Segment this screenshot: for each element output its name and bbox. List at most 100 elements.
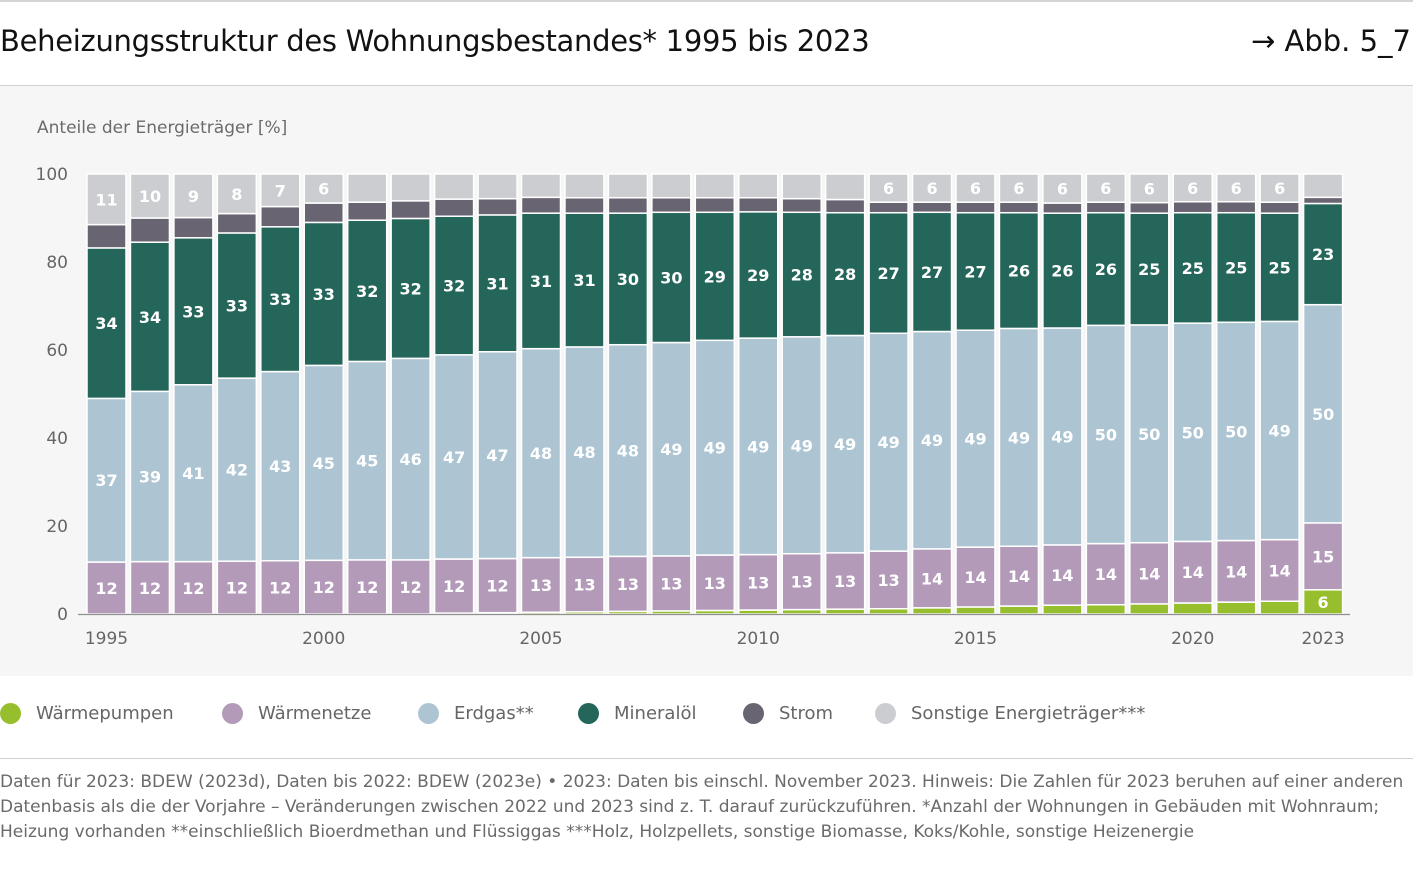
bar-segment	[129, 173, 171, 219]
legend-item: Erdgas**	[418, 703, 534, 724]
x-tick-label: 2020	[1171, 629, 1214, 649]
data-label: 49	[834, 435, 856, 454]
bar-segment	[1042, 173, 1083, 204]
bar-segment	[390, 173, 431, 202]
bar-segment	[1042, 544, 1083, 606]
legend-label: Erdgas**	[454, 703, 534, 724]
data-label: 48	[573, 443, 595, 462]
data-label: 13	[877, 571, 899, 590]
legend-item: Sonstige Energieträger***	[875, 703, 1145, 724]
bar-segment	[1215, 200, 1257, 214]
bar-segment	[1129, 603, 1170, 615]
data-label: 13	[834, 572, 856, 591]
bar-segment	[1302, 202, 1344, 306]
bar-segment	[1172, 200, 1213, 214]
data-label: 25	[1138, 260, 1160, 279]
data-label: 49	[660, 440, 682, 459]
y-tick-label: 80	[46, 253, 68, 273]
bar-segment	[1302, 303, 1344, 524]
bar-segment	[651, 211, 692, 344]
bar-segment	[173, 216, 214, 239]
bar-segment	[129, 217, 171, 243]
data-label: 49	[1008, 428, 1030, 447]
bar-segment	[86, 561, 127, 615]
data-label: 49	[877, 433, 899, 452]
legend-swatch-icon	[418, 703, 439, 724]
x-tick-label: 2005	[519, 629, 562, 649]
bar-segment	[390, 357, 431, 561]
data-label: 49	[921, 431, 943, 450]
bar-segment	[303, 202, 344, 224]
bar-segment	[1085, 604, 1127, 615]
bar-segment	[1085, 542, 1127, 606]
y-tick-label: 0	[57, 605, 68, 625]
bar-segment	[694, 554, 736, 612]
data-label: 6	[1057, 180, 1068, 199]
data-label: 15	[1312, 547, 1334, 566]
data-label: 49	[964, 430, 986, 449]
data-label: 13	[573, 576, 595, 595]
x-tick-label: 2000	[302, 629, 345, 649]
figure-reference-link[interactable]: → Abb. 5_7	[1250, 24, 1411, 58]
bar-segment	[1302, 196, 1344, 205]
bar-segment	[868, 201, 909, 214]
y-tick-label: 60	[46, 341, 68, 361]
data-label: 6	[1013, 179, 1024, 198]
y-tick-label: 40	[46, 429, 68, 449]
data-label: 12	[95, 579, 117, 598]
y-axis-label: Anteile der Energieträger [%]	[37, 118, 288, 138]
data-label: 39	[139, 468, 161, 487]
data-label: 30	[660, 268, 682, 287]
data-label: 13	[704, 574, 726, 593]
bar-segment	[346, 201, 388, 221]
bar-segment	[129, 390, 171, 563]
data-label: 27	[964, 262, 986, 281]
legend-label: Wärmepumpen	[36, 703, 174, 724]
bar-segment	[955, 211, 996, 331]
bar-segment	[216, 212, 258, 234]
bar-segment	[260, 173, 301, 208]
bar-segment	[520, 556, 562, 613]
data-label: 10	[139, 187, 161, 206]
legend-swatch-icon	[0, 703, 21, 724]
data-label: 12	[356, 578, 378, 597]
bar-segment	[1302, 173, 1344, 199]
bar-segment	[607, 197, 649, 214]
data-label: 23	[1312, 245, 1334, 264]
data-label: 50	[1182, 423, 1204, 442]
bar-segment	[346, 219, 388, 363]
data-label: 48	[530, 444, 552, 463]
bar-segment	[1215, 173, 1257, 203]
bar-segment	[303, 364, 344, 562]
bar-segment	[260, 226, 301, 373]
bar-segment	[781, 197, 822, 214]
bar-segment	[1129, 541, 1170, 605]
legend-item: Wärmepumpen	[0, 703, 174, 724]
data-label: 48	[617, 442, 639, 461]
bar-segment	[216, 173, 258, 215]
bar-segment	[1215, 321, 1257, 542]
bar-segment	[216, 232, 258, 379]
legend-swatch-icon	[222, 703, 243, 724]
data-label: 27	[877, 264, 899, 283]
data-label: 50	[1225, 422, 1247, 441]
data-label: 6	[1274, 179, 1285, 198]
bar-segment	[216, 377, 258, 562]
x-tick-label: 2010	[737, 629, 780, 649]
data-label: 12	[139, 579, 161, 598]
data-label: 47	[443, 448, 465, 467]
bar-segment	[738, 197, 779, 213]
bar-segment	[346, 173, 388, 203]
data-label: 31	[573, 271, 595, 290]
bar-segment	[1259, 201, 1300, 214]
x-tick-label: 1995	[85, 629, 128, 649]
bar-segment	[477, 557, 518, 614]
bar-segment	[260, 560, 301, 615]
bar-segment	[607, 555, 649, 613]
data-label: 49	[747, 437, 769, 456]
data-label: 27	[921, 263, 943, 282]
bar-segment	[86, 247, 127, 400]
data-label: 43	[269, 457, 291, 476]
data-label: 14	[964, 568, 986, 587]
bar-segment	[86, 223, 127, 249]
